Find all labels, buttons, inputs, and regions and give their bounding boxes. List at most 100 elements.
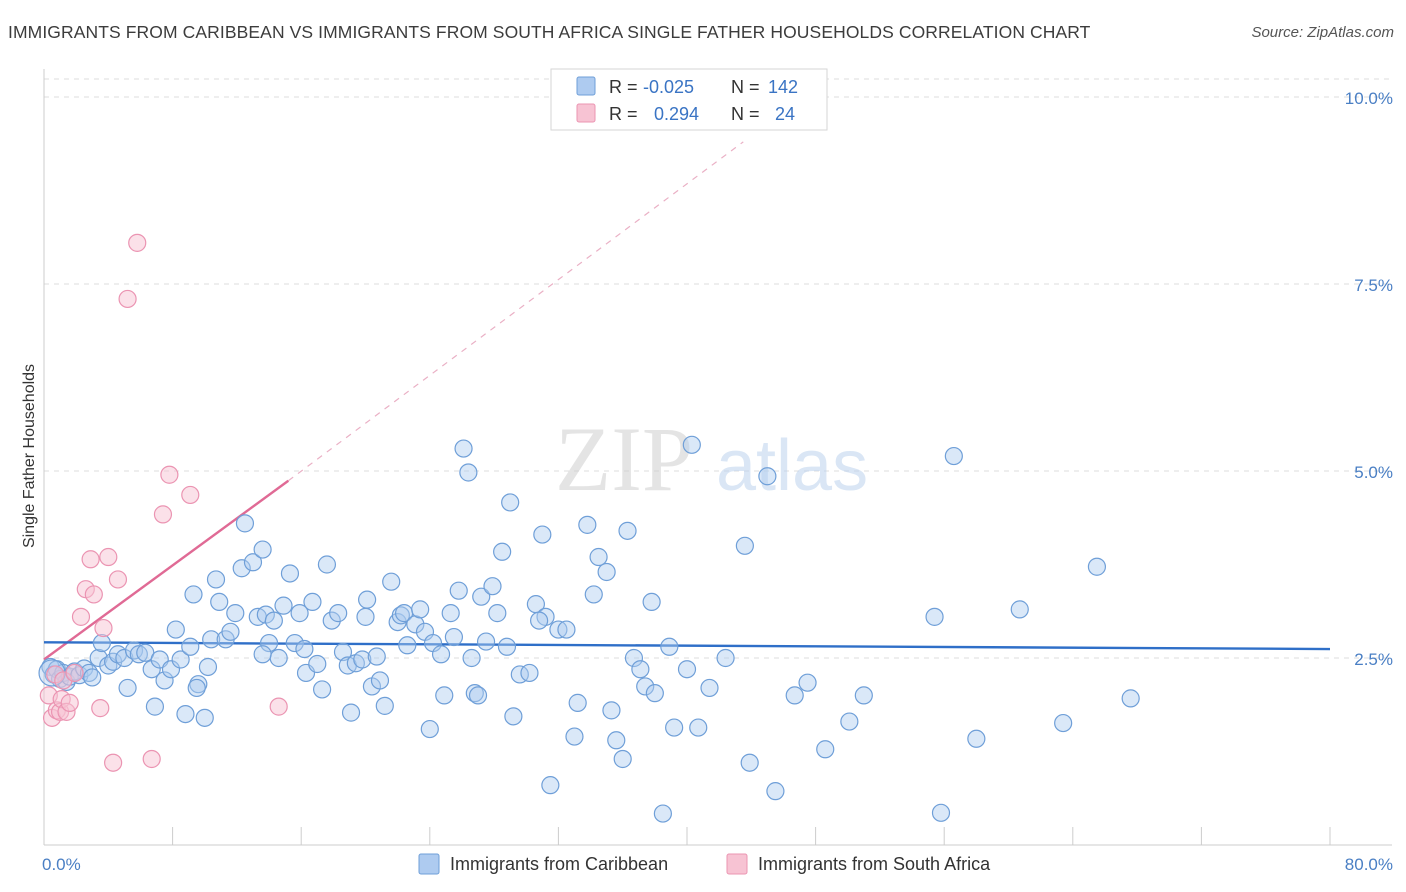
caribbean-point-45 bbox=[253, 540, 272, 559]
caribbean-point-106 bbox=[568, 693, 587, 712]
south-africa-point-8 bbox=[60, 693, 79, 712]
caribbean-point-31 bbox=[184, 585, 203, 604]
south-africa-point-22 bbox=[153, 505, 173, 524]
caribbean-point-115 bbox=[624, 648, 644, 668]
caribbean-point-91 bbox=[483, 577, 502, 596]
caribbean-point-81 bbox=[435, 686, 454, 705]
caribbean-point-105 bbox=[565, 727, 584, 746]
caribbean-point-125 bbox=[689, 718, 708, 737]
caribbean-point-61 bbox=[333, 642, 353, 662]
legend-swatch-caribbean bbox=[576, 76, 596, 96]
caribbean-point-111 bbox=[602, 701, 621, 720]
caribbean-point-65 bbox=[353, 650, 372, 669]
caribbean-point-63 bbox=[341, 703, 361, 722]
caribbean-point-108 bbox=[584, 585, 603, 604]
caribbean-point-85 bbox=[454, 439, 473, 458]
caribbean-point-40 bbox=[226, 604, 245, 623]
caribbean-point-28 bbox=[171, 650, 190, 669]
caribbean-point-93 bbox=[493, 542, 512, 561]
caribbean-point-33 bbox=[195, 708, 214, 727]
caribbean-point-95 bbox=[501, 493, 520, 512]
south-africa-point-21 bbox=[142, 749, 161, 769]
series-legend: Immigrants from Caribbean Immigrants fro… bbox=[418, 853, 991, 875]
caribbean-point-123 bbox=[677, 660, 697, 679]
chart-title: IMMIGRANTS FROM CARIBBEAN VS IMMIGRANTS … bbox=[8, 22, 1091, 42]
caribbean-point-102 bbox=[541, 776, 560, 795]
caribbean-point-124 bbox=[682, 435, 701, 454]
caribbean-point-52 bbox=[285, 633, 304, 653]
trend-lines bbox=[43, 141, 1331, 661]
caribbean-point-27 bbox=[166, 620, 185, 639]
south-africa-point-20 bbox=[128, 233, 147, 252]
x-tick-labels: 0.0% 80.0% bbox=[42, 855, 1393, 874]
south-africa-point-10 bbox=[71, 607, 91, 626]
caribbean-point-98 bbox=[520, 663, 539, 683]
caribbean-point-147 bbox=[295, 639, 314, 659]
caribbean-point-140 bbox=[1054, 713, 1073, 733]
south-africa-point-16 bbox=[99, 547, 118, 567]
caribbean-point-110 bbox=[597, 562, 616, 582]
caribbean-point-150 bbox=[530, 611, 549, 630]
south-africa-point-14 bbox=[91, 699, 110, 718]
caribbean-point-82 bbox=[441, 604, 460, 623]
legend-r-value-1: -0.025 bbox=[643, 77, 694, 97]
caribbean-point-26 bbox=[161, 660, 181, 679]
caribbean-point-58 bbox=[317, 555, 337, 574]
caribbean-point-75 bbox=[398, 636, 417, 655]
source-credit: Source: ZipAtlas.com bbox=[1251, 24, 1394, 41]
legend-swatch-south-africa bbox=[576, 103, 596, 123]
caribbean-point-132 bbox=[785, 686, 804, 705]
caribbean-point-89 bbox=[472, 587, 491, 606]
caribbean-point-122 bbox=[665, 718, 684, 737]
watermark: ZIP atlas bbox=[555, 408, 868, 510]
legend-r-label-1: R = bbox=[609, 77, 638, 97]
caribbean-trend-line bbox=[43, 641, 1331, 651]
caribbean-point-117 bbox=[636, 677, 655, 696]
caribbean-point-73 bbox=[391, 606, 410, 625]
south-africa-trend-line bbox=[43, 479, 290, 661]
caribbean-point-50 bbox=[274, 596, 293, 615]
caribbean-point-48 bbox=[264, 611, 283, 630]
caribbean-point-77 bbox=[411, 600, 430, 619]
caribbean-point-149 bbox=[431, 645, 451, 664]
legend-n-value-1: 142 bbox=[768, 77, 798, 97]
caribbean-point-100 bbox=[533, 525, 552, 544]
bottom-legend-caribbean: Immigrants from Caribbean bbox=[450, 854, 668, 874]
caribbean-point-84 bbox=[449, 581, 468, 600]
caribbean-point-113 bbox=[613, 749, 632, 769]
caribbean-point-127 bbox=[716, 648, 735, 668]
caribbean-point-107 bbox=[578, 515, 597, 534]
south-africa-points bbox=[39, 233, 288, 772]
caribbean-point-68 bbox=[367, 647, 386, 666]
south-africa-point-24 bbox=[181, 485, 200, 505]
caribbean-point-83 bbox=[444, 627, 464, 647]
caribbean-point-29 bbox=[176, 704, 195, 724]
y-tick-labels: 2.5% 5.0% 7.5% 10.0% bbox=[1345, 89, 1393, 669]
caribbean-point-118 bbox=[642, 592, 661, 612]
caribbean-point-36 bbox=[206, 570, 226, 589]
caribbean-point-49 bbox=[269, 648, 288, 668]
caribbean-point-59 bbox=[322, 611, 341, 630]
bottom-legend-swatch-caribbean bbox=[418, 853, 440, 875]
caribbean-point-90 bbox=[476, 632, 496, 651]
legend-r-label-2: R = bbox=[609, 104, 638, 124]
y-tick-label-1: 5.0% bbox=[1354, 463, 1393, 482]
caribbean-point-143 bbox=[931, 803, 951, 822]
caribbean-point-146 bbox=[356, 607, 375, 626]
caribbean-point-137 bbox=[944, 446, 963, 466]
caribbean-point-131 bbox=[766, 782, 785, 801]
y-tick-label-3: 10.0% bbox=[1345, 89, 1393, 108]
caribbean-point-30 bbox=[181, 637, 200, 656]
south-africa-trend-extension bbox=[287, 141, 744, 482]
south-africa-point-13 bbox=[84, 585, 103, 604]
caribbean-point-120 bbox=[653, 804, 672, 823]
south-africa-point-17 bbox=[104, 753, 123, 772]
caribbean-point-142 bbox=[1121, 689, 1140, 708]
caribbean-point-112 bbox=[607, 731, 626, 750]
south-africa-point-19 bbox=[118, 289, 137, 309]
caribbean-point-60 bbox=[329, 604, 348, 623]
caribbean-point-96 bbox=[504, 707, 523, 726]
caribbean-point-69 bbox=[370, 671, 390, 690]
caribbean-point-145 bbox=[253, 645, 272, 664]
